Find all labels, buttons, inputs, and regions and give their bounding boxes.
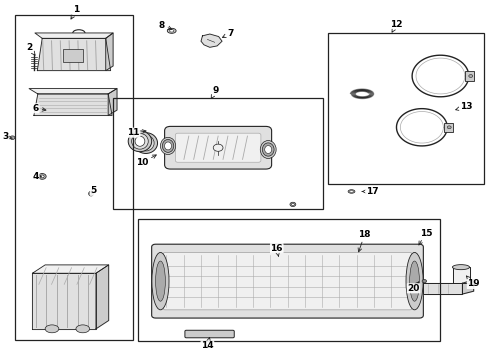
Ellipse shape bbox=[410, 261, 419, 301]
Ellipse shape bbox=[90, 193, 92, 195]
Text: 8: 8 bbox=[159, 21, 171, 30]
Ellipse shape bbox=[76, 325, 90, 333]
Text: 16: 16 bbox=[270, 244, 283, 256]
FancyBboxPatch shape bbox=[163, 252, 412, 310]
Polygon shape bbox=[108, 89, 117, 116]
Text: 10: 10 bbox=[136, 155, 156, 167]
Polygon shape bbox=[34, 94, 112, 116]
Ellipse shape bbox=[128, 131, 152, 152]
Ellipse shape bbox=[160, 137, 176, 154]
Text: 19: 19 bbox=[466, 276, 480, 288]
Ellipse shape bbox=[156, 261, 165, 301]
Ellipse shape bbox=[165, 142, 172, 150]
Text: 7: 7 bbox=[222, 29, 234, 38]
Ellipse shape bbox=[170, 30, 174, 32]
Ellipse shape bbox=[141, 138, 151, 148]
Bar bbox=[113, 98, 323, 209]
Polygon shape bbox=[37, 39, 111, 71]
Text: 5: 5 bbox=[91, 186, 97, 195]
Bar bbox=[466, 71, 474, 81]
Polygon shape bbox=[96, 265, 109, 329]
Ellipse shape bbox=[40, 175, 44, 178]
Text: 18: 18 bbox=[358, 230, 371, 252]
Ellipse shape bbox=[132, 134, 148, 149]
Polygon shape bbox=[423, 283, 463, 294]
Ellipse shape bbox=[265, 145, 271, 153]
Polygon shape bbox=[463, 280, 474, 294]
Text: 11: 11 bbox=[127, 128, 146, 137]
Text: 12: 12 bbox=[390, 19, 403, 32]
Text: 2: 2 bbox=[26, 43, 35, 55]
Ellipse shape bbox=[406, 252, 423, 310]
Ellipse shape bbox=[452, 265, 469, 270]
FancyBboxPatch shape bbox=[175, 133, 261, 162]
Ellipse shape bbox=[262, 143, 274, 156]
Ellipse shape bbox=[290, 202, 296, 207]
Ellipse shape bbox=[350, 190, 353, 192]
Ellipse shape bbox=[348, 190, 355, 193]
Polygon shape bbox=[201, 34, 222, 47]
FancyBboxPatch shape bbox=[165, 126, 271, 169]
Text: 14: 14 bbox=[201, 338, 214, 350]
Text: 6: 6 bbox=[33, 104, 46, 113]
Polygon shape bbox=[106, 33, 113, 71]
Ellipse shape bbox=[469, 75, 473, 77]
Ellipse shape bbox=[162, 139, 174, 152]
FancyBboxPatch shape bbox=[152, 244, 423, 318]
Ellipse shape bbox=[422, 279, 426, 283]
Text: 3: 3 bbox=[2, 132, 12, 141]
Text: 9: 9 bbox=[211, 86, 219, 99]
Ellipse shape bbox=[152, 252, 169, 310]
Ellipse shape bbox=[138, 135, 154, 151]
Bar bbox=[444, 123, 453, 132]
Text: 13: 13 bbox=[456, 102, 472, 111]
Polygon shape bbox=[29, 89, 117, 94]
Bar bbox=[15, 15, 133, 339]
Ellipse shape bbox=[89, 191, 94, 196]
Text: 1: 1 bbox=[71, 5, 79, 19]
Polygon shape bbox=[32, 265, 109, 273]
Bar bbox=[63, 49, 83, 62]
Ellipse shape bbox=[167, 28, 176, 33]
Ellipse shape bbox=[45, 325, 59, 333]
Ellipse shape bbox=[38, 174, 46, 179]
Bar bbox=[328, 33, 485, 184]
Ellipse shape bbox=[213, 144, 223, 151]
Ellipse shape bbox=[260, 140, 276, 158]
Text: 20: 20 bbox=[407, 282, 420, 293]
Ellipse shape bbox=[10, 136, 15, 139]
Text: 15: 15 bbox=[419, 229, 432, 245]
Text: 4: 4 bbox=[33, 172, 41, 181]
Ellipse shape bbox=[423, 280, 425, 282]
Ellipse shape bbox=[292, 203, 294, 206]
Polygon shape bbox=[35, 33, 113, 39]
Polygon shape bbox=[32, 273, 96, 329]
FancyBboxPatch shape bbox=[185, 330, 234, 338]
Ellipse shape bbox=[135, 136, 145, 146]
Ellipse shape bbox=[447, 126, 451, 129]
Ellipse shape bbox=[134, 133, 158, 153]
Text: 17: 17 bbox=[362, 187, 378, 196]
Polygon shape bbox=[453, 267, 470, 283]
Bar bbox=[138, 220, 441, 341]
